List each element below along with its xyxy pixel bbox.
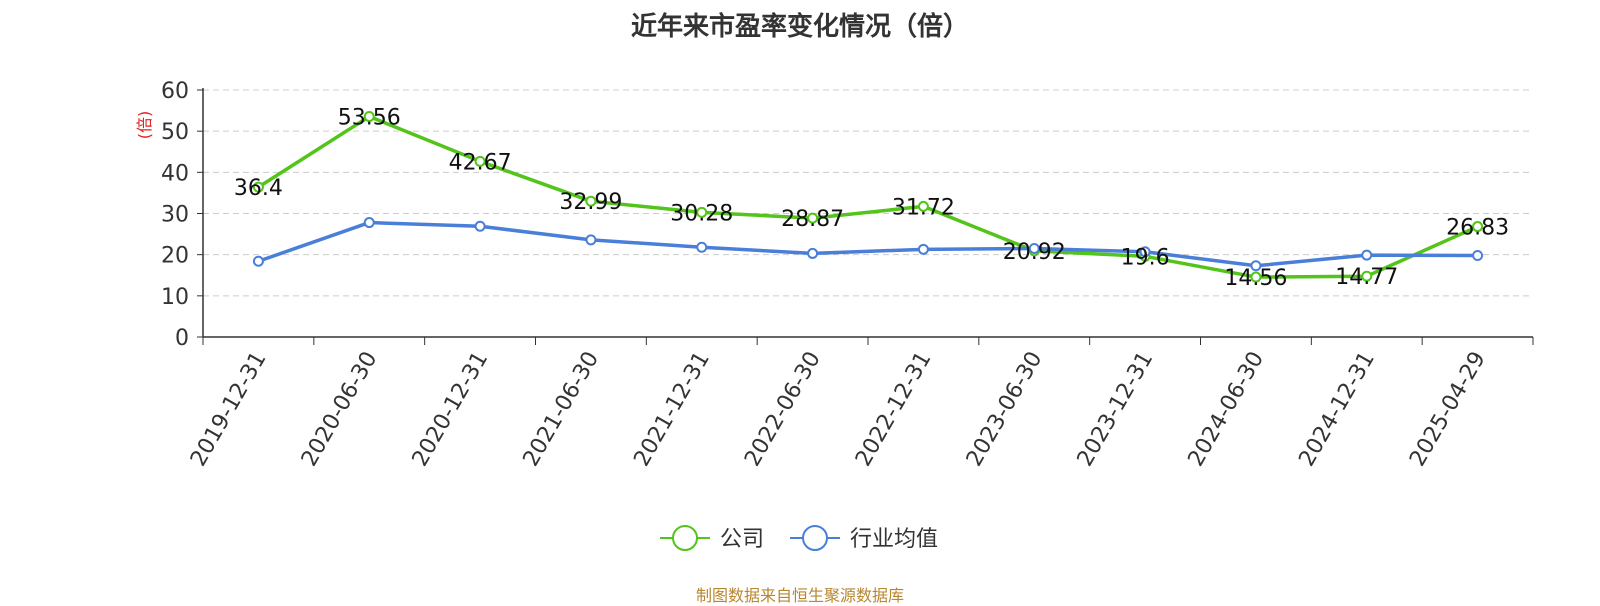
data-point-1: [1472, 249, 1484, 261]
x-tick-label: 2021-06-30: [519, 348, 605, 471]
data-point-1: [1028, 242, 1040, 254]
data-point-1: [807, 247, 819, 259]
y-axis-label: (倍): [135, 111, 154, 140]
data-point-1: [1250, 260, 1262, 272]
data-point-1: [474, 220, 486, 232]
data-point-1: [1139, 246, 1151, 258]
y-tick-label: 20: [161, 244, 189, 269]
data-label: 20.92: [1003, 240, 1066, 265]
data-point-1: [252, 255, 264, 267]
data-point-0: [252, 181, 264, 193]
data-label: 28.87: [781, 207, 844, 232]
y-tick-label: 0: [175, 326, 189, 351]
data-label: 31.72: [892, 195, 955, 220]
data-point-0: [585, 195, 597, 207]
y-tick-label: 10: [161, 285, 189, 310]
legend-label-0: 公司: [720, 527, 764, 552]
y-tick-label: 50: [161, 120, 189, 145]
x-tick-label: 2021-12-31: [629, 348, 715, 471]
data-label: 32.99: [559, 190, 622, 215]
x-tick-label: 2024-12-31: [1294, 348, 1380, 471]
data-point-0: [1472, 221, 1484, 233]
data-point-0: [917, 200, 929, 212]
data-point-1: [917, 243, 929, 255]
data-point-1: [585, 234, 597, 246]
x-tick-label: 2020-12-31: [408, 348, 494, 471]
data-point-0: [363, 111, 375, 123]
data-label: 36.4: [234, 176, 283, 201]
data-point-1: [1361, 249, 1373, 261]
x-tick-label: 2022-12-31: [851, 348, 937, 471]
data-point-1: [363, 217, 375, 229]
x-tick-label: 2022-06-30: [740, 348, 826, 471]
data-source-note: 制图数据来自恒生聚源数据库: [695, 586, 904, 605]
x-tick-label: 2023-12-31: [1073, 348, 1159, 471]
legend-label-1: 行业均值: [850, 527, 938, 552]
data-label: 53.56: [338, 106, 401, 131]
x-tick-label: 2024-06-30: [1184, 348, 1270, 471]
series-line-1: [257, 220, 1478, 268]
data-label: 19.6: [1121, 245, 1170, 270]
data-label: 26.83: [1446, 216, 1509, 241]
x-tick-label: 2025-04-29: [1405, 348, 1491, 471]
x-tick-label: 2023-06-30: [962, 348, 1048, 471]
series-line-0: [257, 114, 1479, 279]
data-label: 14.77: [1335, 265, 1398, 290]
legend-marker-0: [672, 525, 698, 551]
x-tick-label: 2019-12-31: [186, 348, 272, 471]
y-tick-label: 30: [161, 203, 189, 228]
data-label: 14.56: [1224, 266, 1287, 291]
x-tick-label: 2020-06-30: [297, 348, 383, 471]
data-point-0: [696, 206, 708, 218]
data-point-0: [474, 155, 486, 167]
y-tick-label: 60: [161, 79, 189, 104]
y-tick-label: 40: [161, 161, 189, 186]
data-point-0: [1250, 271, 1262, 283]
legend-marker-1: [802, 525, 828, 551]
data-label: 42.67: [449, 150, 512, 175]
data-label: 30.28: [670, 201, 733, 226]
data-point-0: [807, 212, 819, 224]
data-point-1: [696, 241, 708, 253]
chart-title: 近年来市盈率变化情况（倍）: [630, 12, 969, 42]
data-point-0: [1361, 270, 1373, 282]
